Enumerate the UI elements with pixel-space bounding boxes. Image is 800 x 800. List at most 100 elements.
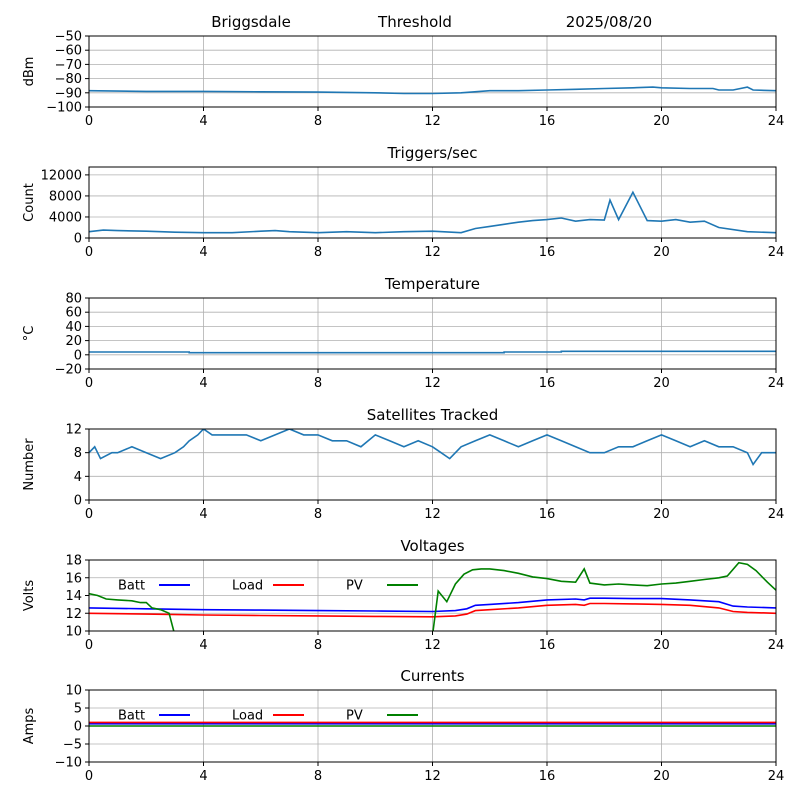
x-tick-label: 12: [424, 507, 441, 522]
y-axis-label: Amps: [22, 707, 37, 744]
x-tick-label: 4: [199, 638, 207, 653]
y-tick-label: 12000: [41, 168, 82, 183]
x-tick-label: 12: [424, 114, 441, 129]
panel-title: Currents: [400, 667, 464, 685]
legend-label-load: Load: [232, 579, 263, 594]
panel-voltages: 0 4 8 12 16 20 24 10 12 14 16 18 Voltages Volts Batt Lo…: [22, 537, 784, 653]
y-tick-label: 14: [65, 589, 82, 604]
x-tick-label: 20: [653, 769, 670, 784]
y-tick-label: 5: [74, 702, 82, 717]
x-tick-label: 12: [424, 638, 441, 653]
x-tick-label: 8: [314, 769, 322, 784]
y-tick-label: 8000: [49, 189, 82, 204]
y-axis-label: Count: [22, 183, 37, 222]
y-tick-label: 12: [65, 607, 82, 622]
x-tick-label: 4: [199, 769, 207, 784]
x-tick-label: 8: [314, 638, 322, 653]
x-tick-label: 20: [653, 245, 670, 260]
x-tick-label: 0: [85, 638, 93, 653]
x-tick-label: 16: [539, 769, 556, 784]
header-mode: Threshold: [377, 13, 452, 31]
panel-triggers: 0 4 8 12 16 20 24 0 4000 8000 12000 Triggers/sec Cou…: [22, 144, 784, 260]
x-tick-label: 0: [85, 769, 93, 784]
series-line-pv: [89, 592, 175, 631]
y-tick-label: −10: [55, 756, 82, 771]
x-tick-label: 12: [424, 376, 441, 391]
y-tick-label: 4: [74, 470, 82, 485]
x-tick-label: 8: [314, 245, 322, 260]
x-tick-label: 0: [85, 245, 93, 260]
y-tick-label: 0: [74, 348, 82, 363]
legend-label-batt: Batt: [118, 709, 145, 724]
x-tick-label: 20: [653, 507, 670, 522]
y-tick-label: −20: [55, 363, 82, 378]
panel-title: Triggers/sec: [387, 144, 478, 162]
y-tick-label: 20: [65, 334, 82, 349]
y-tick-label: 0: [74, 232, 82, 247]
x-tick-label: 12: [424, 245, 441, 260]
y-tick-label: 12: [65, 423, 82, 438]
x-tick-label: 16: [539, 376, 556, 391]
y-tick-label: 16: [65, 571, 82, 586]
y-tick-label: −100: [46, 101, 82, 116]
panel-title: Satellites Tracked: [367, 406, 498, 424]
x-tick-label: 16: [539, 638, 556, 653]
x-tick-label: 0: [85, 114, 93, 129]
x-tick-label: 20: [653, 114, 670, 129]
y-tick-label: −90: [55, 86, 82, 101]
series-line-triggers: [89, 190, 776, 234]
x-tick-label: 8: [314, 376, 322, 391]
y-tick-label: 10: [65, 625, 82, 640]
series-line-satellites: [89, 429, 776, 467]
y-tick-label: 18: [65, 554, 82, 569]
x-tick-label: 24: [768, 638, 785, 653]
y-tick-label: 60: [65, 306, 82, 321]
x-tick-label: 4: [199, 507, 207, 522]
x-tick-label: 24: [768, 507, 785, 522]
y-axis-label: °C: [22, 326, 37, 342]
x-tick-label: 16: [539, 245, 556, 260]
legend-label-batt: Batt: [118, 579, 145, 594]
legend-label-pv: PV: [346, 579, 363, 594]
series-line-pv: [432, 561, 776, 631]
y-tick-label: 0: [74, 720, 82, 735]
series-line-threshold: [89, 86, 776, 95]
x-tick-label: 4: [199, 245, 207, 260]
series-line-load: [89, 602, 776, 618]
x-tick-label: 12: [424, 769, 441, 784]
series-line-temperature: [89, 350, 776, 354]
y-tick-label: −50: [55, 30, 82, 45]
x-tick-label: 4: [199, 114, 207, 129]
y-tick-label: 80: [65, 292, 82, 307]
panel-title: Temperature: [384, 275, 480, 293]
x-tick-label: 20: [653, 376, 670, 391]
y-tick-label: −60: [55, 44, 82, 59]
x-tick-label: 24: [768, 245, 785, 260]
y-tick-label: −5: [63, 738, 82, 753]
x-tick-label: 0: [85, 507, 93, 522]
header-date: 2025/08/20: [566, 13, 652, 31]
y-tick-label: −70: [55, 58, 82, 73]
x-tick-label: 16: [539, 507, 556, 522]
x-tick-label: 8: [314, 114, 322, 129]
panel-threshold: 0 4 8 12 16 20 24 −100−90−80−70−60−50 dBm: [22, 30, 784, 130]
x-tick-label: 24: [768, 769, 785, 784]
x-tick-label: 24: [768, 376, 785, 391]
x-tick-label: 0: [85, 376, 93, 391]
legend-label-pv: PV: [346, 709, 363, 724]
x-tick-label: 24: [768, 114, 785, 129]
panel-satellites: 0 4 8 12 16 20 24 0 4 8 12 Satellites Tracked Number: [22, 406, 784, 522]
header-station: Briggsdale: [211, 13, 291, 31]
x-tick-label: 20: [653, 638, 670, 653]
y-tick-label: 8: [74, 446, 82, 461]
y-tick-label: 10: [65, 684, 82, 699]
x-tick-label: 4: [199, 376, 207, 391]
x-tick-label: 8: [314, 507, 322, 522]
y-axis-label: dBm: [22, 57, 37, 87]
y-axis-label: Number: [22, 438, 37, 491]
panel-title: Voltages: [400, 537, 464, 555]
panel-currents: 0 4 8 12 16 20 24 −10 −5 0 5 10 Currents Amps Batt Load…: [22, 667, 784, 784]
y-axis-label: Volts: [22, 580, 37, 612]
